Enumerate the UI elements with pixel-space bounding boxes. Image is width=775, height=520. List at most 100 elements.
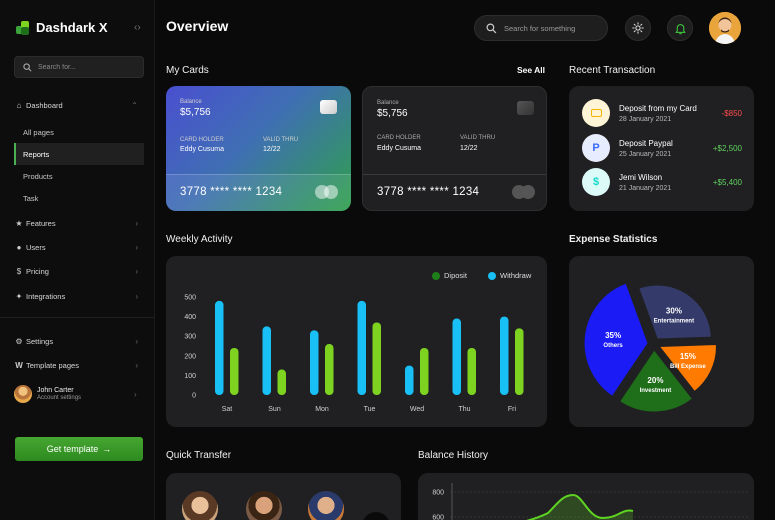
collapse-sidebar-icon[interactable]: ‹› bbox=[134, 22, 141, 33]
deposit-bar[interactable] bbox=[515, 328, 524, 395]
sidebar-search[interactable] bbox=[14, 56, 144, 78]
withdraw-bar[interactable] bbox=[310, 330, 319, 395]
balance-line bbox=[526, 493, 634, 520]
nav-users[interactable]: ● Users › bbox=[14, 236, 144, 258]
chevron-right-icon: › bbox=[135, 360, 138, 370]
avatar bbox=[14, 385, 32, 403]
pie-slice[interactable] bbox=[618, 349, 694, 413]
contact-avatar[interactable] bbox=[182, 491, 218, 520]
logo-icon bbox=[16, 20, 30, 35]
template-icon: W bbox=[15, 360, 23, 370]
transaction-row[interactable]: P Deposit Paypal 25 January 2021 +$2,500 bbox=[582, 134, 742, 162]
nav-reports[interactable]: Reports bbox=[14, 143, 144, 165]
puzzle-icon: ✦ bbox=[15, 291, 23, 301]
nav-pricing-label: Pricing bbox=[26, 266, 49, 276]
transaction-row[interactable]: Deposit from my Card 28 January 2021 -$85… bbox=[582, 99, 742, 127]
nav-all-pages-label: All pages bbox=[23, 127, 54, 137]
gear-icon: ⚙ bbox=[15, 336, 23, 346]
chevron-right-icon: › bbox=[134, 389, 137, 399]
transaction-amount: +$5,400 bbox=[712, 177, 742, 187]
transaction-amount: -$850 bbox=[721, 108, 742, 118]
nav-task[interactable]: Task bbox=[14, 187, 144, 209]
global-search[interactable] bbox=[474, 15, 608, 41]
y-tick-label: 100 bbox=[184, 373, 196, 380]
y-tick-label: 0 bbox=[192, 393, 196, 400]
contact-avatar[interactable] bbox=[308, 491, 344, 520]
user-name: John Carter bbox=[37, 387, 74, 394]
card-chip-icon bbox=[320, 100, 337, 114]
pie-category-label: Others bbox=[603, 343, 623, 349]
mastercard-icon bbox=[512, 185, 536, 199]
pie-slice[interactable] bbox=[658, 343, 717, 393]
withdraw-bar[interactable] bbox=[357, 300, 367, 395]
pie-percent-label: 20% bbox=[647, 376, 663, 385]
balance-area bbox=[529, 495, 633, 520]
credit-card-primary[interactable]: Balance $5,756 CARD HOLDER Eddy Cusuma V… bbox=[166, 86, 351, 211]
star-icon: ★ bbox=[15, 218, 23, 228]
transaction-name: Deposit from my Card bbox=[619, 103, 697, 113]
nav-task-label: Task bbox=[23, 193, 39, 203]
recent-transaction-title: Recent Transaction bbox=[569, 65, 656, 76]
gear-icon bbox=[632, 22, 644, 34]
nav-features[interactable]: ★ Features › bbox=[14, 212, 144, 234]
nav-products[interactable]: Products bbox=[14, 165, 144, 187]
card-divider bbox=[363, 174, 546, 175]
next-contacts-button[interactable] bbox=[362, 512, 390, 520]
home-icon: ⌂ bbox=[16, 100, 22, 110]
y-tick-label: 400 bbox=[184, 314, 196, 321]
get-template-label: Get template bbox=[46, 444, 99, 454]
transaction-name: Jemi Wilson bbox=[619, 172, 663, 182]
balance-history-chart: 800 600 bbox=[432, 483, 748, 520]
sidebar: Dashdark X ‹› ⌂ Dashboard ⌃ All pages Re… bbox=[0, 0, 155, 520]
card-icon bbox=[582, 99, 610, 127]
card-holder-label: CARD HOLDER bbox=[377, 135, 421, 141]
deposit-bar[interactable] bbox=[325, 344, 334, 395]
nav-settings[interactable]: ⚙ Settings › bbox=[14, 330, 144, 352]
deposit-bar[interactable] bbox=[372, 322, 382, 395]
app-logo[interactable]: Dashdark X bbox=[16, 20, 108, 35]
withdraw-bar[interactable] bbox=[262, 326, 272, 395]
nav-template-pages[interactable]: W Template pages › bbox=[14, 354, 144, 376]
deposit-bar[interactable] bbox=[230, 347, 239, 395]
pie-slice[interactable] bbox=[638, 284, 712, 340]
get-template-button[interactable]: Get template → bbox=[15, 437, 143, 461]
nav-dashboard-label: Dashboard bbox=[26, 100, 63, 110]
x-tick-label: Fri bbox=[508, 406, 517, 413]
withdraw-bar[interactable] bbox=[405, 365, 414, 395]
nav-all-pages[interactable]: All pages bbox=[14, 121, 144, 143]
withdraw-bar[interactable] bbox=[452, 318, 462, 395]
quick-transfer-title: Quick Transfer bbox=[166, 450, 232, 461]
card-balance: $5,756 bbox=[180, 107, 211, 118]
pie-slice[interactable] bbox=[583, 282, 649, 398]
contact-avatar[interactable] bbox=[246, 491, 282, 520]
withdraw-bar[interactable] bbox=[215, 300, 224, 395]
valid-thru-date: 12/22 bbox=[460, 145, 478, 152]
global-search-input[interactable] bbox=[504, 23, 604, 33]
legend-deposit-label: Diposit bbox=[444, 271, 467, 280]
dollar-icon: $ bbox=[582, 168, 610, 196]
nav-integrations[interactable]: ✦ Integrations › bbox=[14, 285, 144, 307]
nav-reports-label: Reports bbox=[23, 149, 50, 159]
transaction-row[interactable]: $ Jemi Wilson 21 January 2021 +$5,400 bbox=[582, 168, 742, 196]
account-menu[interactable]: John Carter Account settings › bbox=[14, 385, 137, 403]
balance-history-title: Balance History bbox=[418, 450, 489, 461]
see-all-link[interactable]: See All bbox=[517, 65, 546, 75]
nav-pricing[interactable]: $ Pricing › bbox=[14, 260, 144, 282]
legend-deposit-swatch bbox=[432, 271, 440, 280]
profile-avatar-image bbox=[709, 12, 741, 44]
sidebar-search-input[interactable] bbox=[38, 63, 138, 71]
notifications-button[interactable] bbox=[667, 15, 693, 41]
deposit-bar[interactable] bbox=[420, 347, 429, 395]
my-cards-title: My Cards bbox=[166, 65, 209, 76]
weekly-activity-title: Weekly Activity bbox=[166, 234, 233, 245]
weekly-activity-chart: 0 100 200 300 400 500 Sat Sun Mon Tue Wed Thu Fri bbox=[184, 295, 524, 413]
credit-card-secondary[interactable]: Balance $5,756 CARD HOLDER Eddy Cusuma V… bbox=[362, 86, 547, 211]
withdraw-bar[interactable] bbox=[500, 316, 509, 395]
profile-avatar[interactable] bbox=[709, 12, 741, 44]
settings-button[interactable] bbox=[625, 15, 651, 41]
nav-dashboard[interactable]: ⌂ Dashboard ⌃ bbox=[14, 94, 144, 116]
card-number: 3778 **** **** 1234 bbox=[377, 186, 480, 198]
nav-integrations-label: Integrations bbox=[26, 291, 66, 301]
deposit-bar[interactable] bbox=[467, 347, 477, 395]
deposit-bar[interactable] bbox=[277, 369, 287, 395]
